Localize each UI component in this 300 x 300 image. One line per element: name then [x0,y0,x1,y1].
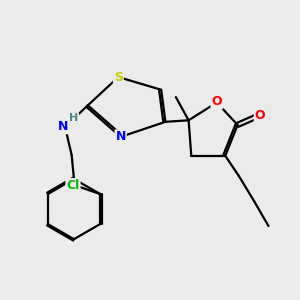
Text: Cl: Cl [66,179,80,192]
Text: N: N [58,120,68,133]
Text: S: S [114,70,123,83]
Text: H: H [69,113,78,123]
Text: O: O [212,95,222,108]
Text: O: O [255,109,265,122]
Text: N: N [116,130,126,143]
